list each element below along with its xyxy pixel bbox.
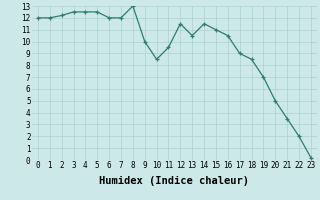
X-axis label: Humidex (Indice chaleur): Humidex (Indice chaleur) bbox=[100, 176, 249, 186]
